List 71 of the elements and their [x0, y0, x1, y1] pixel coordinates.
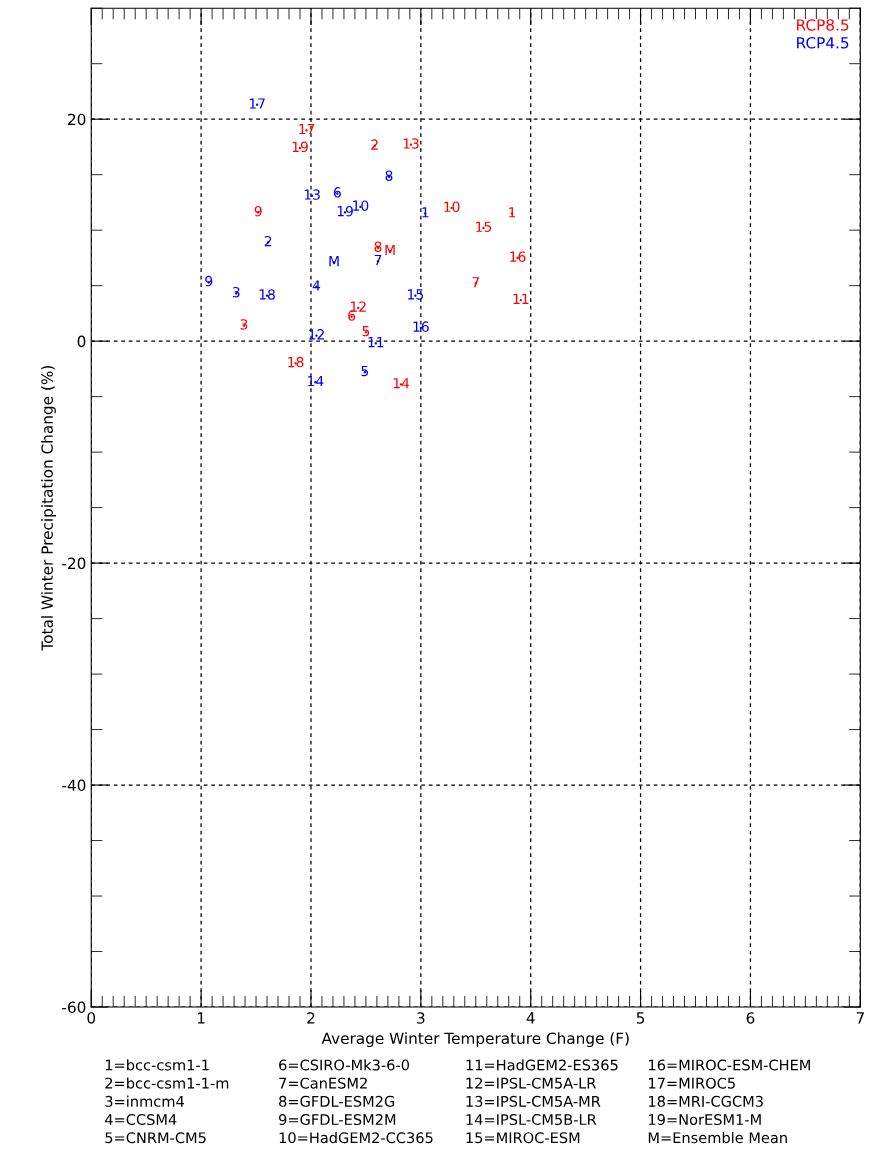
y-tick-label: 20: [68, 113, 86, 126]
annotation: M: [329, 256, 339, 267]
annotation: 5: [361, 365, 369, 377]
x-axis-title: Average Winter Temperature Change (F): [321, 1032, 629, 1048]
text: 19=NorESM1-M: [649, 1114, 761, 1126]
x-tick-label: 1: [197, 1012, 205, 1024]
text: 5=CNRM-CM5: [105, 1132, 206, 1144]
text: 13=IPSL-CM5A-MR: [466, 1095, 601, 1107]
x-tick-label: 0: [87, 1012, 96, 1024]
text: 14=IPSL-CM5B-LR: [466, 1114, 597, 1126]
text: 9=GFDL-ESM2M: [279, 1114, 396, 1126]
annotation: 10: [353, 200, 369, 211]
annotation: 3: [232, 286, 240, 298]
y-tick-label: -40: [62, 779, 86, 792]
annotation: 14: [308, 375, 324, 387]
text: 7=CanESM2: [279, 1077, 367, 1089]
annotation: 4: [312, 280, 321, 291]
y-tick-label: -20: [62, 557, 86, 570]
annotation: M: [385, 244, 395, 256]
annotation: 11: [368, 337, 384, 348]
annotation: 13: [403, 138, 419, 149]
annotation: 6: [333, 187, 341, 198]
text: 10=HadGEM2-CC365: [279, 1131, 433, 1144]
x-tick-label: 5: [636, 1012, 645, 1024]
annotation: 18: [288, 356, 304, 368]
text: 6=CSIRO-Mk3-6-0: [279, 1059, 410, 1071]
annotation: 6: [348, 310, 356, 321]
annotation: 8: [385, 170, 393, 181]
annotation: 3: [240, 319, 248, 330]
text: 15=MIROC-ESM: [466, 1132, 580, 1144]
annotation: 7: [472, 277, 480, 288]
text: 1=bcc-csm1-1: [105, 1059, 209, 1071]
annotation: 9: [254, 205, 262, 217]
text: 8=GFDL-ESM2G: [279, 1095, 395, 1107]
x-tick-label: 2: [307, 1012, 315, 1024]
annotation: 19: [337, 205, 353, 217]
annotation: 19: [292, 141, 308, 153]
text: 2=bcc-csm1-1-m: [105, 1077, 229, 1089]
annotation: 8: [374, 241, 382, 252]
text: 16=MIROC-ESM-CHEM: [649, 1059, 810, 1071]
text: M=Ensemble Mean: [648, 1131, 787, 1144]
annotation: 17: [249, 98, 265, 109]
text: 12=IPSL-CM5A-LR: [466, 1077, 596, 1089]
annotation: 10: [444, 201, 460, 212]
annotation: 17: [299, 123, 315, 135]
text: 11=HadGEM2-ES365: [466, 1059, 618, 1071]
text: RCP8.5: [797, 19, 849, 31]
text: 18=MRI-CGCM3: [649, 1095, 763, 1107]
text: 17=MIROC5: [649, 1077, 735, 1089]
annotation: 15: [408, 289, 423, 300]
annotation: 18: [259, 289, 275, 300]
annotation: 9: [205, 275, 213, 287]
annotation: 15: [476, 221, 492, 232]
annotation: 12: [350, 301, 366, 312]
annotation: 12: [309, 329, 324, 340]
annotation: 11: [513, 293, 529, 304]
annotation: 13: [304, 189, 320, 200]
x-tick-label: 4: [526, 1012, 535, 1024]
annotation: 5: [362, 325, 370, 337]
x-tick-label: 3: [417, 1012, 425, 1024]
x-tick-label: 6: [746, 1012, 755, 1024]
text: 3=inmcm4: [105, 1095, 184, 1107]
y-axis-title: Total Winter Precipitation Change (%): [41, 365, 56, 651]
annotation: 16: [413, 321, 429, 332]
x-tick-label: 7: [856, 1012, 864, 1024]
y-tick-label: 0: [77, 335, 86, 348]
text: RCP4.5: [797, 37, 849, 49]
text: 4=CCSM4: [104, 1114, 177, 1126]
annotation: 16: [510, 251, 526, 262]
annotation: 14: [393, 378, 410, 389]
y-tick-label: -60: [62, 1001, 86, 1014]
